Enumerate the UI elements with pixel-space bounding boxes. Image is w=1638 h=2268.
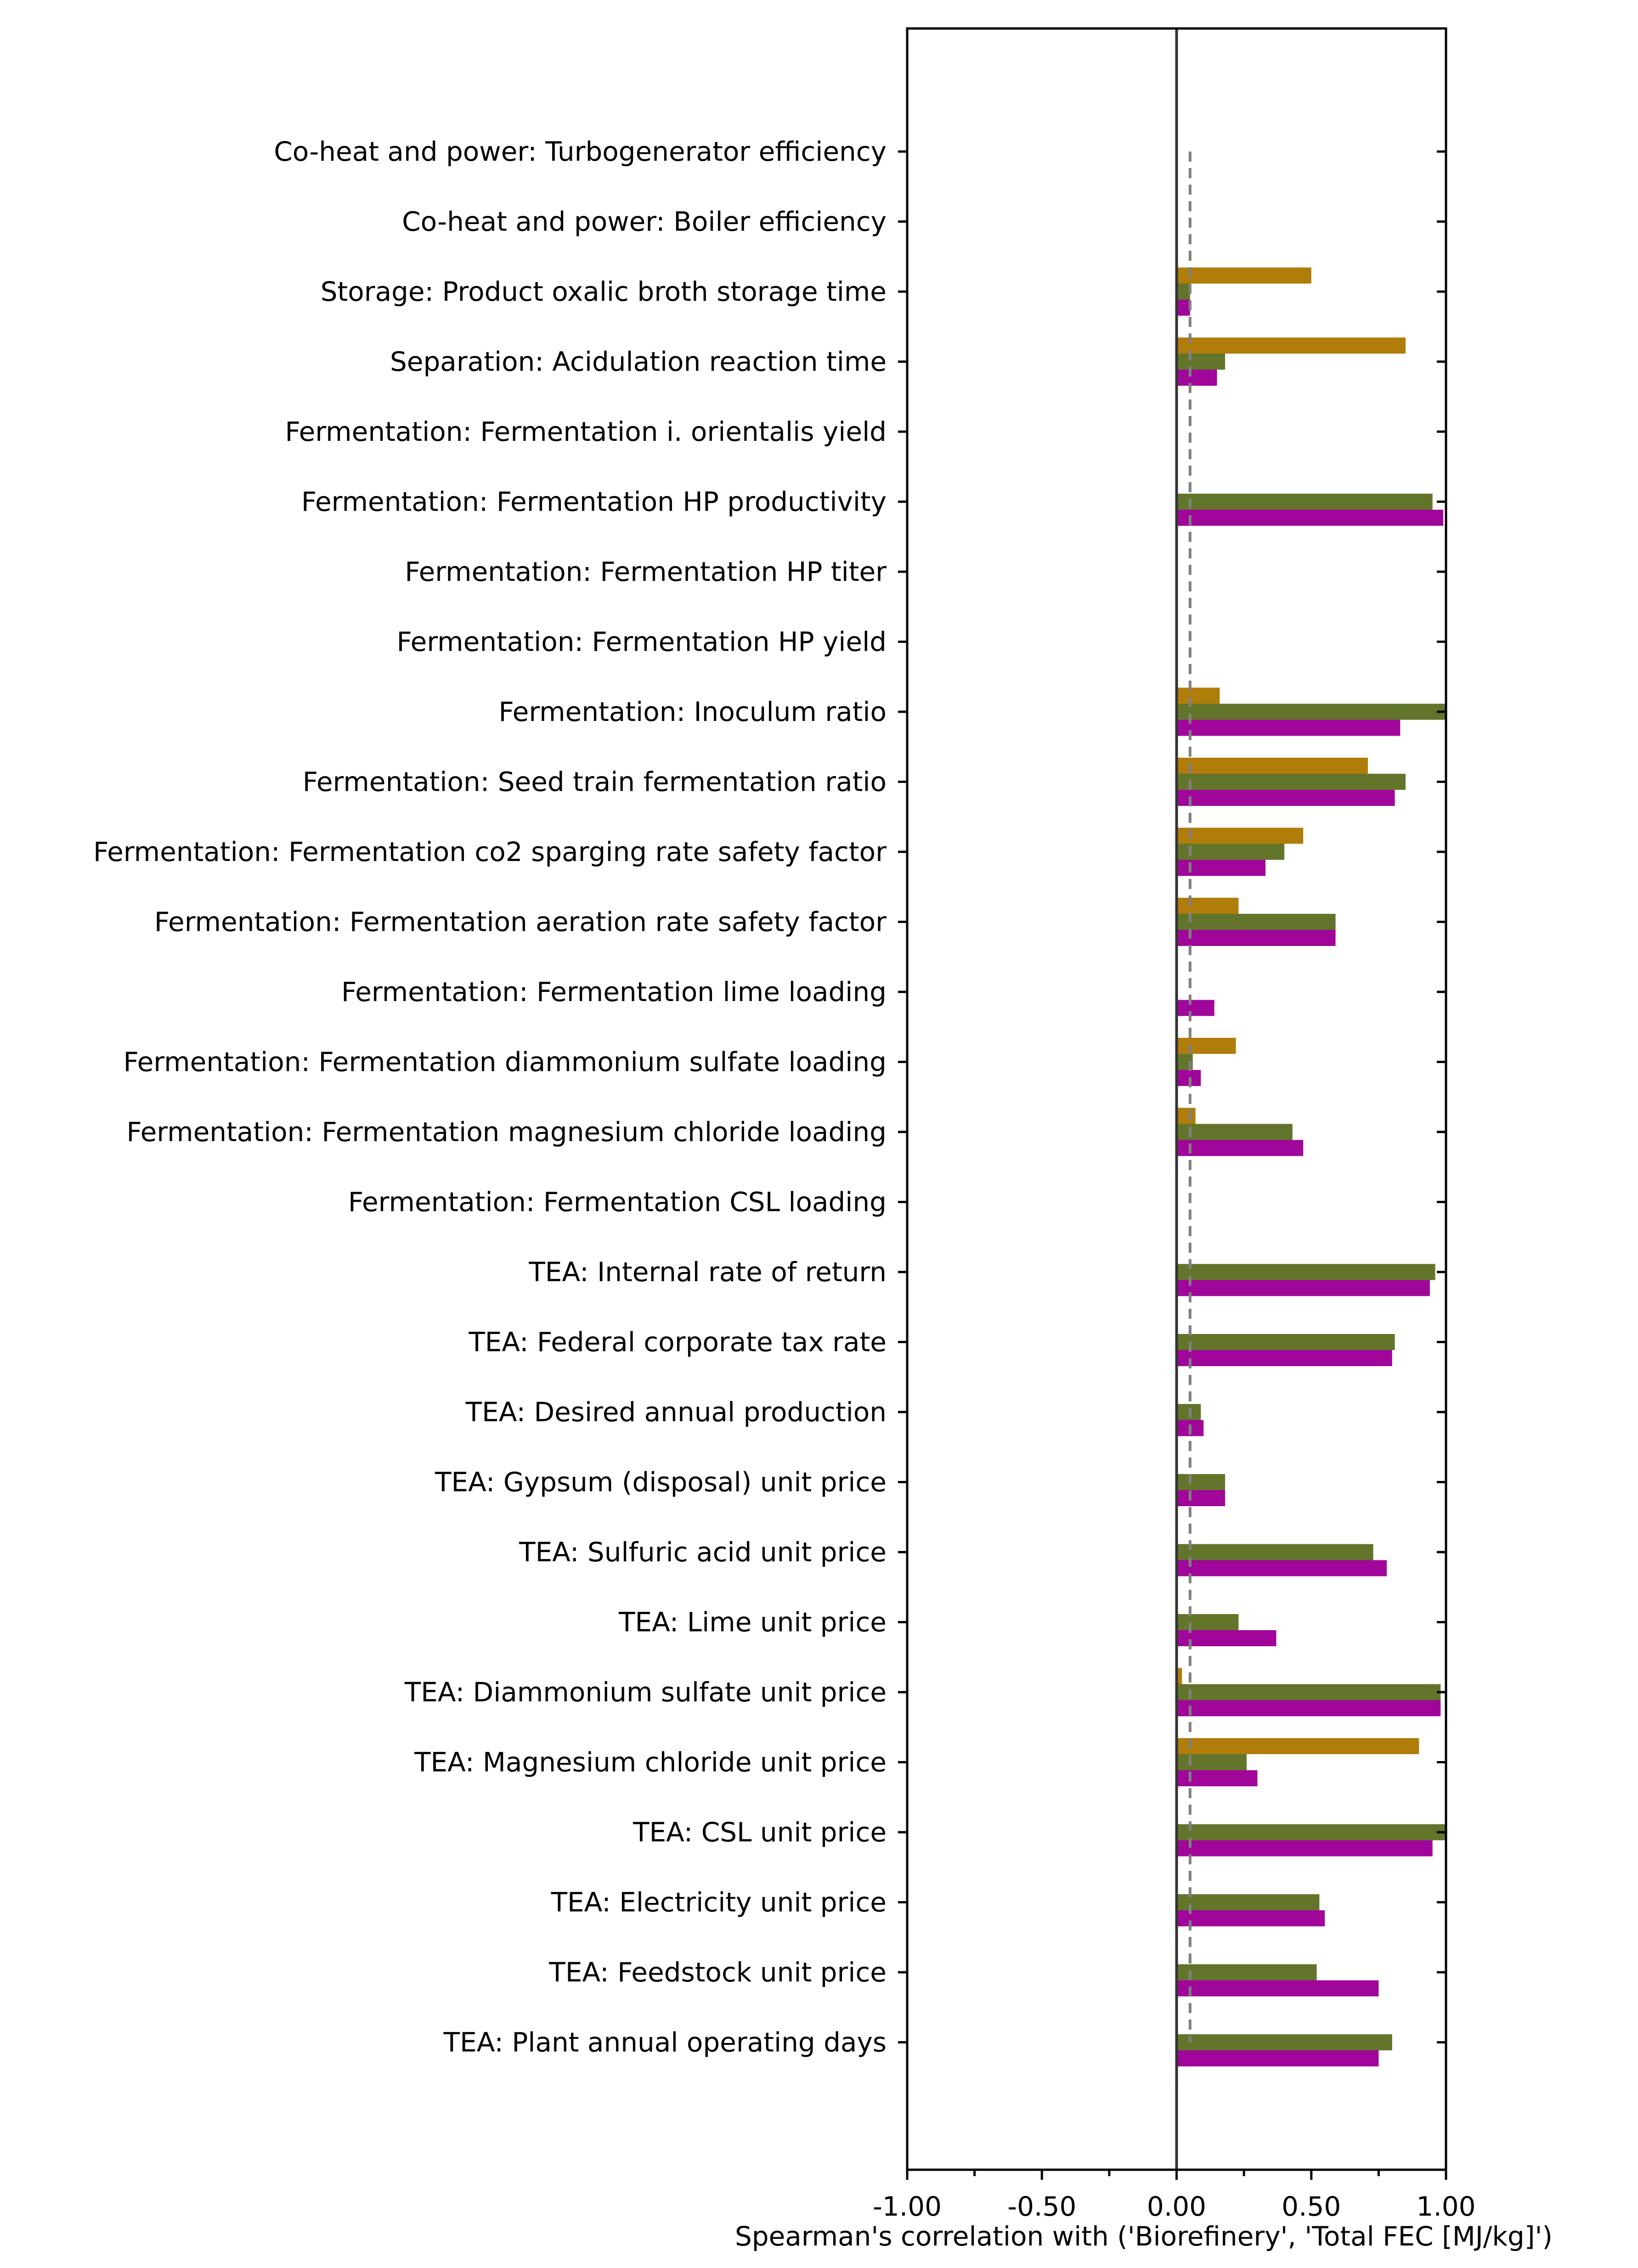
x-tick-label-4: 1.00 bbox=[1416, 2191, 1475, 2222]
bar-series-1-22 bbox=[1176, 1668, 1182, 1684]
y-tick-label-22: TEA: Diammonium sulfate unit price bbox=[404, 1677, 887, 1708]
y-tick-label-16: TEA: Internal rate of return bbox=[528, 1256, 887, 1288]
x-tick-label-3: 0.50 bbox=[1282, 2191, 1341, 2222]
bar-series-2-23 bbox=[1176, 1754, 1247, 1770]
bar-series-2-19 bbox=[1176, 1474, 1226, 1490]
y-tick-label-13: Fermentation: Fermentation diammonium su… bbox=[123, 1047, 887, 1078]
y-tick-label-27: TEA: Plant annual operating days bbox=[443, 2027, 887, 2058]
y-tick-label-15: Fermentation: Fermentation CSL loading bbox=[348, 1187, 887, 1218]
bar-series-3-2 bbox=[1176, 299, 1190, 316]
bar-series-1-2 bbox=[1176, 267, 1311, 284]
bar-series-1-9 bbox=[1176, 758, 1368, 774]
bar-series-3-24 bbox=[1176, 1840, 1433, 1857]
bar-series-1-23 bbox=[1176, 1738, 1419, 1754]
ticks-layer bbox=[898, 150, 1447, 2180]
bar-series-3-3 bbox=[1176, 370, 1217, 386]
bar-series-2-10 bbox=[1176, 844, 1285, 860]
y-tick-label-4: Fermentation: Fermentation i. orientalis… bbox=[285, 416, 887, 447]
bar-series-1-3 bbox=[1176, 338, 1406, 354]
y-tick-label-20: TEA: Sulfuric acid unit price bbox=[519, 1536, 887, 1568]
bar-series-3-17 bbox=[1176, 1350, 1392, 1366]
bar-series-2-5 bbox=[1176, 494, 1433, 510]
bar-series-3-16 bbox=[1176, 1280, 1430, 1296]
bar-series-3-8 bbox=[1176, 720, 1401, 736]
bar-series-2-22 bbox=[1176, 1684, 1441, 1700]
y-tick-label-7: Fermentation: Fermentation HP yield bbox=[396, 626, 887, 658]
bar-series-2-16 bbox=[1176, 1264, 1435, 1280]
y-tick-label-23: TEA: Magnesium chloride unit price bbox=[414, 1747, 887, 1778]
y-tick-label-6: Fermentation: Fermentation HP titer bbox=[405, 556, 887, 587]
y-tick-label-21: TEA: Lime unit price bbox=[618, 1607, 887, 1638]
y-tick-label-11: Fermentation: Fermentation aeration rate… bbox=[154, 906, 887, 938]
bar-series-2-17 bbox=[1176, 1334, 1395, 1350]
bar-series-2-27 bbox=[1176, 2034, 1392, 2050]
y-tick-label-10: Fermentation: Fermentation co2 sparging … bbox=[93, 836, 887, 867]
bar-series-2-11 bbox=[1176, 914, 1336, 930]
y-tick-label-3: Separation: Acidulation reaction time bbox=[390, 346, 887, 377]
bar-series-3-19 bbox=[1176, 1490, 1226, 1506]
y-tick-label-9: Fermentation: Seed train fermentation ra… bbox=[303, 766, 887, 798]
bar-series-3-22 bbox=[1176, 1700, 1441, 1716]
y-tick-label-2: Storage: Product oxalic broth storage ti… bbox=[321, 276, 887, 307]
bar-series-2-9 bbox=[1176, 774, 1406, 790]
y-tick-label-19: TEA: Gypsum (disposal) unit price bbox=[435, 1467, 887, 1498]
y-tick-label-5: Fermentation: Fermentation HP productivi… bbox=[301, 486, 887, 518]
bar-series-3-20 bbox=[1176, 1560, 1387, 1576]
y-tick-label-8: Fermentation: Inoculum ratio bbox=[498, 696, 887, 727]
bar-series-2-25 bbox=[1176, 1894, 1320, 1910]
bar-series-3-14 bbox=[1176, 1140, 1304, 1156]
bar-series-3-21 bbox=[1176, 1630, 1277, 1646]
y-tick-label-17: TEA: Federal corporate tax rate bbox=[468, 1327, 887, 1358]
bar-series-1-13 bbox=[1176, 1038, 1236, 1054]
bar-series-3-27 bbox=[1176, 2050, 1379, 2066]
y-tick-label-12: Fermentation: Fermentation lime loading bbox=[341, 976, 887, 1007]
bar-series-1-10 bbox=[1176, 827, 1304, 844]
bar-series-2-24 bbox=[1176, 1824, 1446, 1840]
y-tick-label-1: Co-heat and power: Boiler efficiency bbox=[402, 206, 887, 237]
bar-series-1-8 bbox=[1176, 687, 1220, 704]
bar-series-2-20 bbox=[1176, 1544, 1373, 1560]
bar-series-3-26 bbox=[1176, 1980, 1379, 1997]
bar-series-3-12 bbox=[1176, 1000, 1214, 1016]
bars-layer bbox=[1176, 267, 1446, 2066]
bar-series-3-5 bbox=[1176, 510, 1444, 526]
y-tick-label-14: Fermentation: Fermentation magnesium chl… bbox=[126, 1116, 887, 1148]
y-tick-label-18: TEA: Desired annual production bbox=[465, 1396, 887, 1428]
x-tick-label-2: 0.00 bbox=[1147, 2191, 1206, 2222]
bar-series-2-3 bbox=[1176, 354, 1226, 370]
y-tick-labels: Co-heat and power: Turbogenerator effici… bbox=[93, 136, 887, 2058]
bar-series-2-21 bbox=[1176, 1614, 1239, 1630]
x-axis-title: Spearman's correlation with ('Biorefiner… bbox=[735, 2221, 1553, 2252]
y-tick-label-25: TEA: Electricity unit price bbox=[551, 1887, 887, 1918]
y-tick-label-24: TEA: CSL unit price bbox=[633, 1817, 887, 1848]
bar-series-2-2 bbox=[1176, 283, 1190, 300]
y-tick-label-0: Co-heat and power: Turbogenerator effici… bbox=[274, 136, 887, 167]
y-tick-label-26: TEA: Feedstock unit price bbox=[548, 1957, 887, 1988]
bar-series-2-14 bbox=[1176, 1124, 1293, 1140]
bar-series-2-26 bbox=[1176, 1964, 1317, 1981]
bar-series-2-8 bbox=[1176, 703, 1446, 720]
bar-series-1-11 bbox=[1176, 898, 1239, 914]
x-tick-label-0: -1.00 bbox=[873, 2191, 942, 2222]
x-tick-labels: -1.00 -0.50 0.00 0.50 1.00 bbox=[873, 2191, 1476, 2222]
bar-series-3-9 bbox=[1176, 790, 1395, 806]
x-tick-label-1: -0.50 bbox=[1007, 2191, 1076, 2222]
bar-series-3-11 bbox=[1176, 930, 1336, 946]
bar-series-1-14 bbox=[1176, 1108, 1196, 1124]
bar-series-3-25 bbox=[1176, 1910, 1325, 1926]
